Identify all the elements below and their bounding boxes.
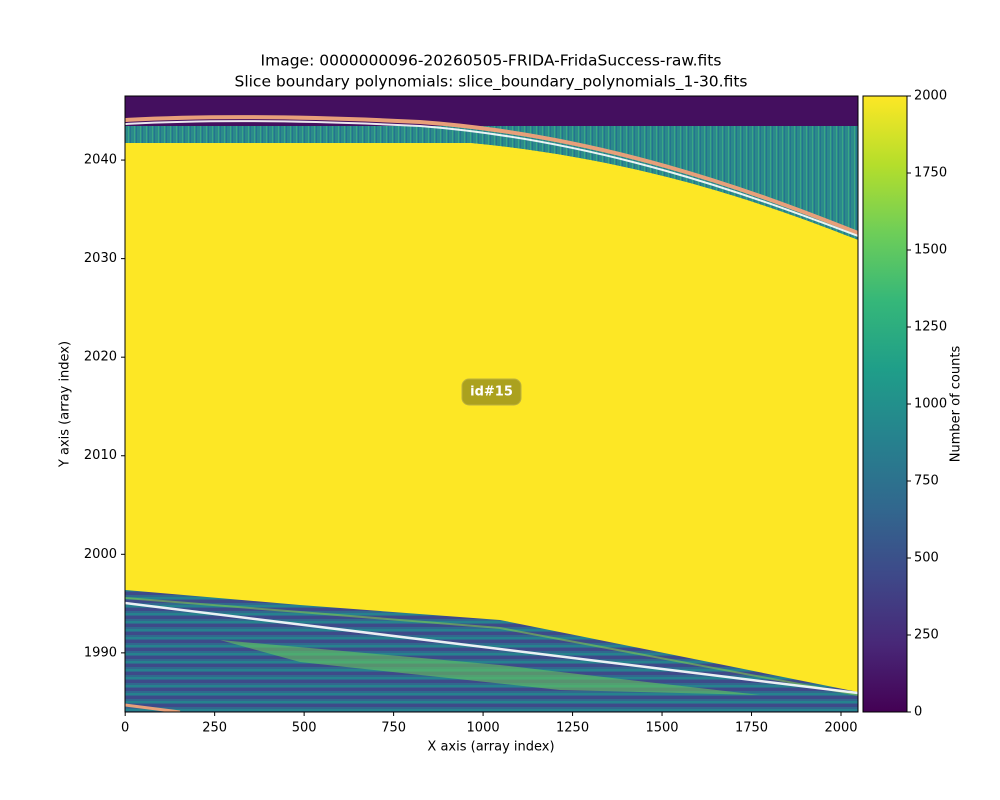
colorbar-tick-label: 1250 (914, 320, 947, 335)
y-axis-label: Y axis (array index) (58, 341, 73, 468)
annotation: id#15 (461, 378, 522, 406)
x-tick-label: 0 (121, 721, 129, 736)
x-axis-label: X axis (array index) (427, 740, 554, 755)
x-tick-label: 2000 (824, 721, 857, 736)
boundary-line (125, 703, 181, 712)
boundary-line (125, 601, 858, 695)
colorbar-tick-label: 1750 (914, 166, 947, 181)
image (125, 96, 858, 712)
x-tick-label: 1750 (735, 721, 768, 736)
y-tick-label: 2000 (84, 547, 117, 562)
colorbar (862, 95, 908, 713)
chart-title: Image: 0000000096-20260505-FRIDA-FridaSu… (261, 52, 722, 70)
colorbar-tick-label: 1000 (914, 397, 947, 412)
x-tick-label: 1000 (467, 721, 500, 736)
x-tick-label: 1500 (645, 721, 678, 736)
chart-subtitle: Slice boundary polynomials: slice_bounda… (234, 73, 747, 92)
y-tick-label: 1990 (84, 645, 117, 660)
axes-frame (124, 95, 859, 713)
image-region (125, 590, 858, 712)
annotation-text: id#15 (470, 385, 513, 400)
image-region (125, 126, 858, 240)
image-region (220, 640, 760, 695)
boundary-line (125, 120, 858, 237)
boundary-line (125, 115, 858, 235)
y-tick-label: 2010 (84, 448, 117, 463)
y-tick-label: 2040 (84, 153, 117, 168)
x-tick-label: 750 (381, 721, 406, 736)
y-tick-label: 2030 (84, 251, 117, 266)
colorbar-tick-label: 250 (914, 628, 939, 643)
annotation-box (461, 378, 522, 406)
colorbar-label: Number of counts (949, 346, 964, 463)
y-tick-label: 2020 (84, 350, 117, 365)
image-region (125, 597, 858, 696)
colorbar-tick-label: 2000 (914, 89, 947, 104)
colorbar-tick-label: 0 (914, 705, 922, 720)
x-tick-label: 1250 (556, 721, 589, 736)
colorbar-tick-label: 500 (914, 551, 939, 566)
x-tick-label: 500 (292, 721, 317, 736)
colorbar-tick-label: 1500 (914, 243, 947, 258)
colorbar-tick-label: 750 (914, 474, 939, 489)
x-tick-label: 250 (202, 721, 227, 736)
